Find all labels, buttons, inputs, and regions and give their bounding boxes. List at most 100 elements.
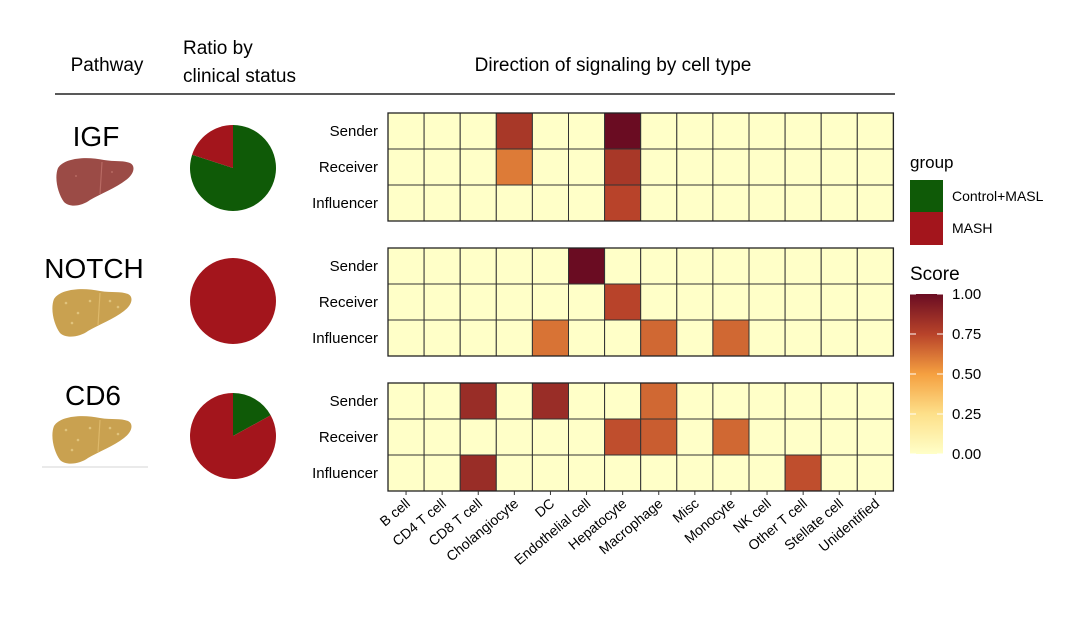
heatmap-cell [531,283,570,321]
heatmap-cell [856,319,894,357]
heatmap-cell [748,184,786,222]
row-label-sender: Sender [330,393,378,410]
heatmap-cell [748,418,786,456]
heatmap-cell [712,382,750,420]
heatmap-cell [459,283,497,321]
heatmap-notch: Sender Receiver Influencer [312,247,895,357]
heatmap-cell [676,319,714,357]
heatmap-cell [459,184,497,222]
score-tick-label: 0.50 [952,366,981,383]
heatmap-cell [856,112,894,150]
heatmap-cell [387,112,425,150]
heatmap-cell [495,283,533,321]
heatmap-cell [459,319,497,357]
pie-slice-mash [190,258,276,344]
legend-label-mash: MASH [952,220,992,236]
heatmap-cell [495,454,533,492]
heatmap-cell [531,184,570,222]
liver-icon [52,289,132,337]
heatmap-cell [748,319,786,357]
heatmap-cell [531,319,570,357]
heatmap-cell [676,148,714,186]
score-tick-label: 0.25 [952,406,981,423]
heatmap-cell [748,454,786,492]
heatmap-cell [640,319,678,357]
pie-slice-control-masl [233,393,271,436]
heatmap-cell [495,112,533,150]
heatmap-cell [712,184,750,222]
heatmap-cell [604,112,642,150]
heatmap-cell [820,148,858,186]
heatmap-border [387,382,895,492]
legend-swatch-mash [910,212,943,245]
liver-icon [52,416,132,464]
heatmap-cell [676,283,714,321]
heatmap-cell [604,454,642,492]
heatmap-cell [459,148,497,186]
heatmap-cell [640,247,678,285]
heatmap-cell [820,382,858,420]
legend-group-title: group [910,153,953,172]
pie-cd6 [189,393,276,479]
heatmap-cell [423,418,461,456]
heatmap-cell [856,418,894,456]
heatmap-cell [604,319,642,357]
pathway-name-notch: NOTCH [44,253,144,284]
heatmap-cell [712,247,750,285]
heatmap-cell [495,418,533,456]
heatmap-cell [856,247,894,285]
heatmap-cell [784,148,822,186]
heatmap-cell [712,418,750,456]
heatmap-cell [568,283,606,321]
legend-swatch-control-masl [910,180,943,213]
heatmap-cell [387,382,425,420]
heatmap-cell [387,283,425,321]
heatmap-cell [784,454,822,492]
heatmap-cell [640,184,678,222]
row-label-receiver: Receiver [319,294,378,311]
heatmap-cell [856,184,894,222]
row-label-sender: Sender [330,123,378,140]
heatmap-cell [820,247,858,285]
heatmap-cell [604,418,642,456]
heatmap-cell [568,418,606,456]
heatmap-cell [531,148,570,186]
heatmap-cell [820,283,858,321]
score-tick-label: 0.00 [952,446,981,463]
heatmap-cell [676,247,714,285]
heatmap-cell [495,247,533,285]
heatmap-cell [568,247,606,285]
heatmap-cell [784,283,822,321]
pie-slice-mash [189,393,276,479]
header-ratio-line1: Ratio by [183,38,253,59]
heatmap-cell [531,247,570,285]
heatmap-cell [676,382,714,420]
heatmap-cell [604,283,642,321]
heatmap-cell [820,319,858,357]
heatmap-cell [387,454,425,492]
heatmap-cell [784,382,822,420]
heatmap-cell [531,112,570,150]
heatmap-cell [712,112,750,150]
heatmap-cell [423,184,461,222]
heatmap-cell [459,454,497,492]
heatmap-cell [459,112,497,150]
heatmap-cell [712,319,750,357]
heatmap-cell [495,148,533,186]
row-label-influencer: Influencer [312,195,378,212]
heatmap-cell [387,148,425,186]
heatmap-cell [604,148,642,186]
x-tick-label: DC [532,495,558,520]
heatmap-border [387,247,895,357]
pie-slice-mash [192,125,233,168]
heatmap-cell [640,112,678,150]
liver-icon [56,158,134,206]
heatmap-cell [568,382,606,420]
heatmap-cell [712,283,750,321]
heatmap-cell [568,319,606,357]
score-tick-label: 0.75 [952,326,981,343]
pathway-name-cd6: CD6 [65,380,121,411]
heatmap-cell [568,454,606,492]
heatmap-cell [820,418,858,456]
